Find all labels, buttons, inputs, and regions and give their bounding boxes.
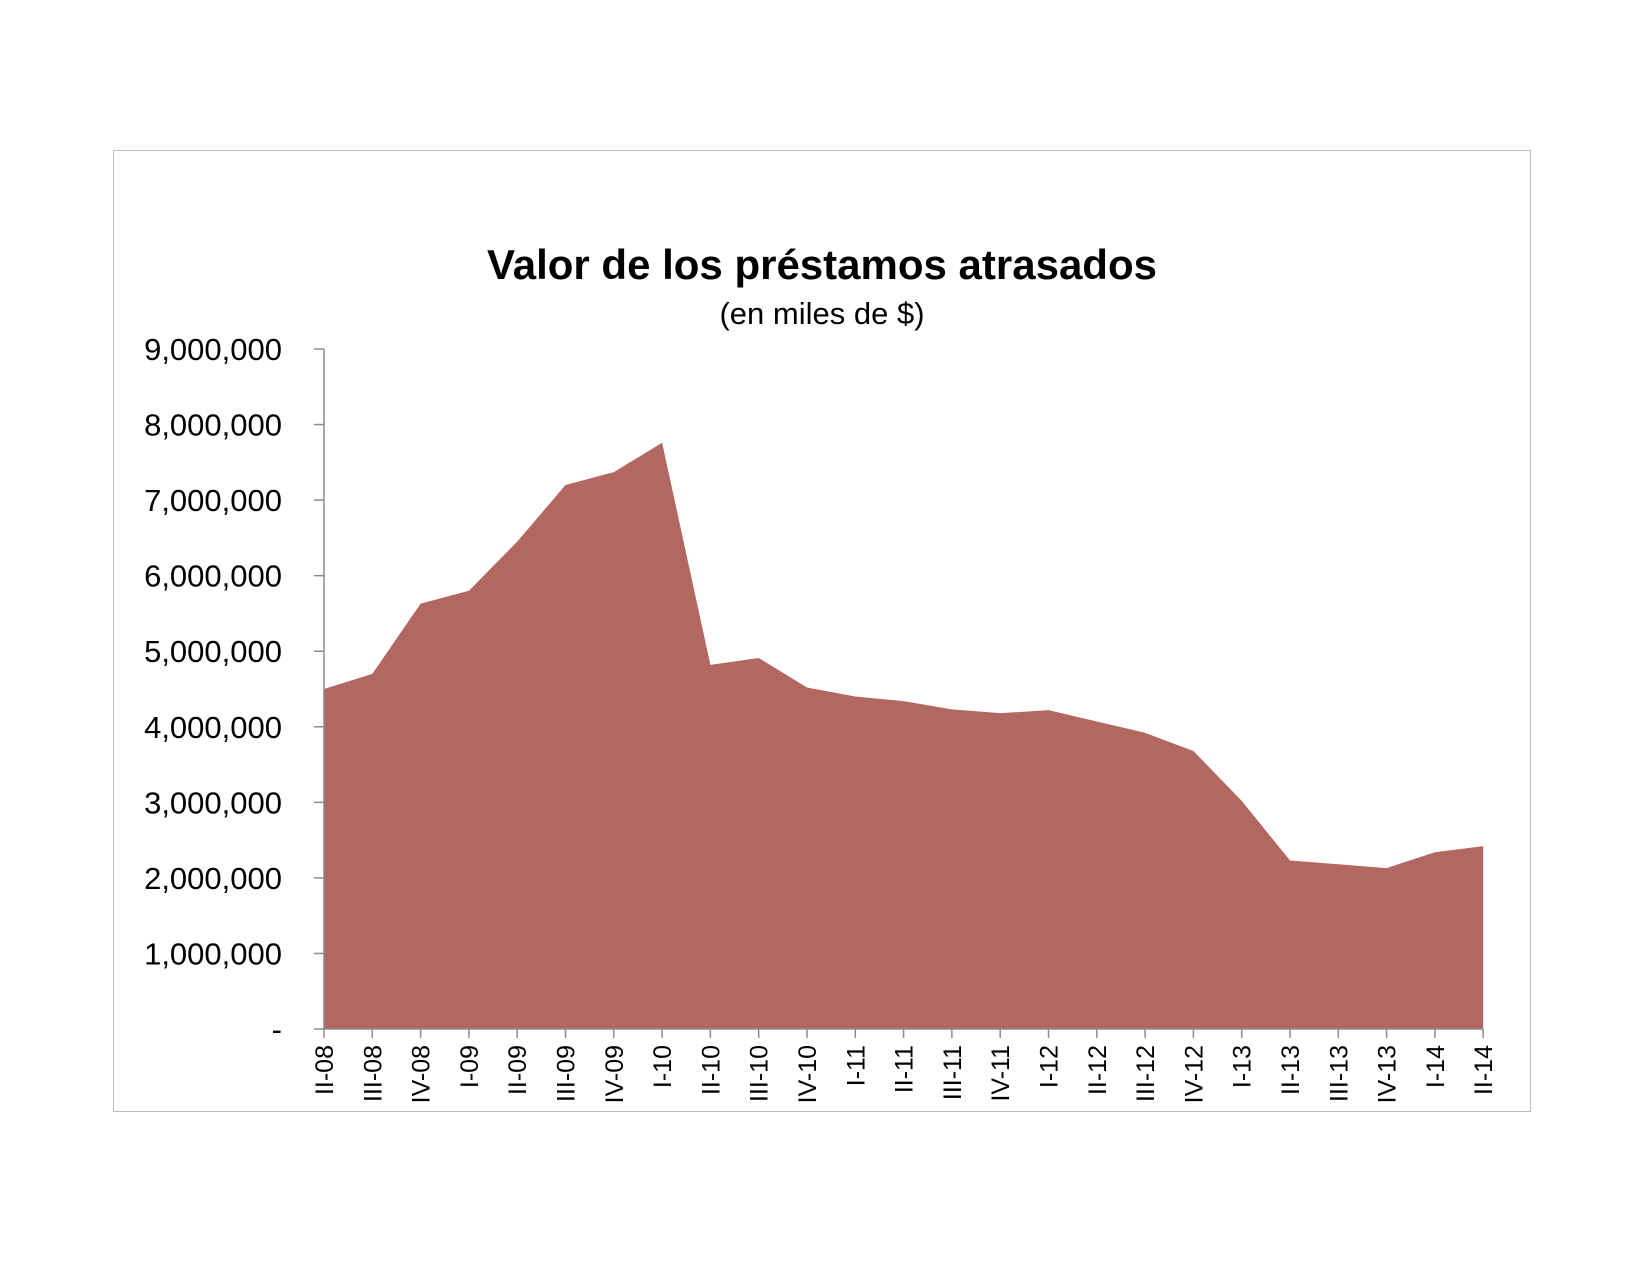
data-point: [660, 441, 664, 445]
data-point: [419, 602, 423, 606]
y-tick-label: 1,000,000: [144, 936, 282, 971]
plot-area: - 1,000,000 2,000,000 3,000,000 4,000,000 5,0…: [144, 332, 1498, 1103]
x-tick-label: III-08: [359, 1045, 387, 1102]
y-tick-label: -: [272, 1012, 282, 1047]
data-point: [757, 656, 761, 660]
data-point: [1433, 850, 1437, 854]
x-tick-label: I-10: [649, 1045, 677, 1088]
y-tick-label: 7,000,000: [144, 483, 282, 518]
x-tick-label: IV-12: [1180, 1045, 1208, 1103]
data-point: [1191, 749, 1195, 753]
data-point: [998, 711, 1002, 715]
data-point: [612, 470, 616, 474]
x-tick-label: IV-10: [794, 1045, 822, 1103]
x-tick-label: III-09: [553, 1045, 581, 1102]
data-point: [564, 483, 568, 487]
data-point: [370, 672, 374, 676]
data-point: [467, 589, 471, 593]
chart-subtitle: (en miles de $): [719, 296, 925, 331]
data-point: [902, 699, 906, 703]
x-tick-label: I-11: [842, 1045, 870, 1086]
x-tick-label: IV-11: [987, 1045, 1015, 1102]
data-point: [805, 685, 809, 689]
x-tick-label: IV-13: [1374, 1045, 1402, 1103]
data-point: [1288, 859, 1292, 863]
chart-title: Valor de los préstamos atrasados: [487, 241, 1157, 288]
data-point: [1481, 844, 1485, 848]
x-tick-label: I-09: [456, 1045, 484, 1088]
x-tick-label: II-13: [1277, 1045, 1305, 1095]
x-tick-label: I-14: [1422, 1045, 1450, 1088]
data-point: [853, 695, 857, 699]
x-tick-label: II-12: [1084, 1045, 1112, 1095]
y-tick-label: 2,000,000: [144, 861, 282, 896]
data-point: [1095, 719, 1099, 723]
y-tick-label: 3,000,000: [144, 785, 282, 820]
data-point: [950, 707, 954, 711]
y-tick-label: 5,000,000: [144, 634, 282, 669]
x-tick-label: II-08: [311, 1045, 339, 1095]
y-tick-label: 6,000,000: [144, 559, 282, 594]
x-tick-label: III-13: [1325, 1045, 1353, 1102]
area-series-0: [324, 442, 1484, 1029]
x-tick-label: III-12: [1132, 1045, 1160, 1102]
y-tick-label: 4,000,000: [144, 710, 282, 745]
x-tick-label: II-11: [891, 1045, 919, 1093]
x-tick-label: II-10: [697, 1045, 725, 1095]
data-point: [1047, 708, 1051, 712]
data-point: [1143, 731, 1147, 735]
y-tick-label: 8,000,000: [144, 408, 282, 443]
x-tick-label: III-10: [746, 1045, 774, 1102]
y-tick-label: 9,000,000: [144, 332, 282, 367]
x-tick-label: III-11: [939, 1045, 967, 1100]
data-point: [1240, 799, 1244, 803]
data-point: [708, 663, 712, 667]
x-tick-label: II-14: [1470, 1045, 1498, 1095]
x-tick-label: I-13: [1229, 1045, 1257, 1088]
x-tick-label: IV-08: [408, 1045, 436, 1103]
data-point: [515, 540, 519, 544]
chart-frame: Valor de los préstamos atrasados (en mil…: [113, 150, 1531, 1112]
x-tick-label: II-09: [504, 1045, 532, 1095]
data-point: [1336, 862, 1340, 866]
x-tick-label: IV-09: [601, 1045, 629, 1103]
data-point: [1385, 866, 1389, 870]
x-tick-label: I-12: [1036, 1045, 1064, 1088]
